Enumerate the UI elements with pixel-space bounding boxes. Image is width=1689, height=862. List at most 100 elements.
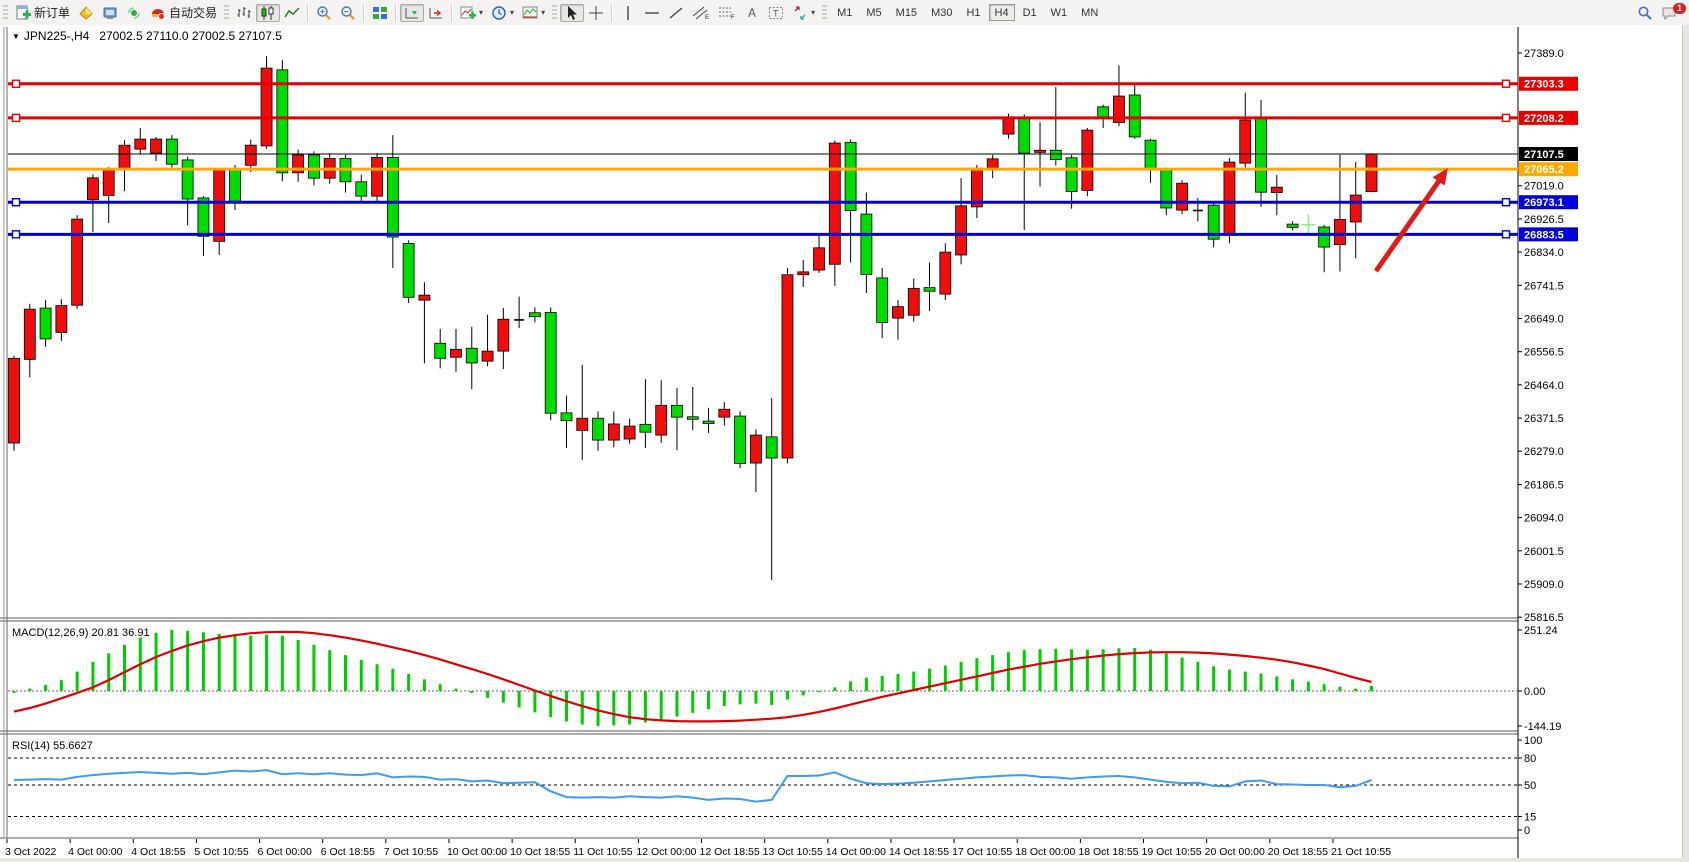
candle-body-up — [260, 67, 273, 147]
candle-body-down — [529, 312, 541, 318]
channel-icon: E — [692, 6, 709, 21]
time-tick-label: 12 Oct 18:55 — [700, 846, 760, 858]
search-button[interactable] — [1633, 4, 1657, 22]
candle-body-up — [55, 305, 68, 333]
price-tick-label: 26279.0 — [1524, 446, 1564, 458]
time-tick-label: 20 Oct 18:55 — [1268, 846, 1328, 858]
tab-timeframe-w1[interactable]: W1 — [1050, 7, 1068, 19]
candle-body-down — [860, 213, 873, 275]
bar-chart-button[interactable] — [232, 4, 256, 22]
signals-icon — [128, 6, 140, 19]
candle — [655, 380, 668, 443]
cursor-button[interactable] — [560, 3, 585, 22]
candle-body-up — [450, 348, 462, 358]
window-bottom-edge — [0, 858, 1683, 862]
svg-text:T: T — [773, 8, 779, 18]
candle — [1049, 87, 1062, 166]
rsi-line — [13, 769, 1372, 803]
candle-body-up — [371, 156, 383, 197]
macd-scale-label: 251.24 — [1524, 625, 1558, 637]
current-price-badge — [1519, 146, 1578, 161]
tab-timeframe-m15[interactable]: M15 — [895, 7, 918, 19]
candle — [623, 418, 636, 444]
tile-windows-button[interactable] — [368, 4, 392, 22]
candle — [434, 328, 447, 369]
chart-shift-button[interactable] — [424, 4, 448, 22]
candle — [1081, 127, 1094, 197]
time-axis[interactable]: 3 Oct 2022 4 Oct 00:00 4 Oct 18:55 5 Oct 10… — [5, 839, 1391, 858]
vertical-line-button[interactable] — [616, 4, 640, 22]
candle-body-down — [276, 69, 289, 174]
periods-button[interactable]: ▾ — [487, 4, 518, 22]
candle-body-up — [813, 247, 825, 271]
candle-body-up — [481, 350, 494, 362]
resistance-line-1-handle[interactable] — [1501, 79, 1511, 88]
tab-timeframe-h1[interactable]: H1 — [966, 7, 981, 19]
tab-timeframe-m5[interactable]: M5 — [866, 7, 882, 19]
support-line-1-handle[interactable] — [11, 198, 21, 207]
buy-signal-arrow[interactable] — [1373, 174, 1445, 273]
new-order-button[interactable]: 新订单 — [11, 4, 74, 22]
arrows-button[interactable]: ▾ — [788, 4, 819, 22]
tab-timeframe-d1[interactable]: D1 — [1022, 7, 1037, 19]
toolbar-separator — [307, 3, 310, 22]
candlestick-chart-icon — [261, 5, 274, 20]
autotrading-button[interactable]: 自动交易 — [146, 4, 221, 22]
toolbar-grip — [552, 4, 558, 21]
signals-button[interactable] — [122, 4, 146, 22]
candle-body-down — [197, 197, 210, 237]
support-line-2-handle[interactable] — [1501, 230, 1511, 239]
channel-button[interactable]: E — [688, 4, 714, 22]
fibonacci-button[interactable]: F — [714, 4, 740, 22]
chart-title: ▼ JPN225-,H4 27002.5 27110.0 27002.5 27107… — [12, 29, 282, 43]
tab-timeframe-mn[interactable]: MN — [1081, 7, 1099, 19]
time-tick-label: 14 Oct 18:55 — [889, 846, 949, 858]
candle — [876, 267, 889, 339]
tab-timeframe-h4[interactable]: H4 — [988, 4, 1015, 21]
trendline-button[interactable] — [664, 4, 688, 22]
candle-body-down — [923, 287, 936, 292]
price-tick-label: 26649.0 — [1524, 313, 1564, 325]
resistance-line-2-handle[interactable] — [1501, 113, 1511, 123]
price-tick-label: 26094.0 — [1524, 513, 1564, 525]
macd-signal-line — [13, 630, 1372, 723]
support-line-2-badge-label: 26883.5 — [1524, 229, 1564, 241]
text-button[interactable]: A — [740, 4, 764, 22]
horizontal-line-button[interactable] — [640, 4, 664, 22]
time-tick-label: 10 Oct 18:55 — [510, 846, 570, 858]
candle-body-up — [497, 318, 510, 352]
templates-button[interactable]: ▾ — [518, 4, 549, 22]
macd-scale-label: -144.19 — [1524, 721, 1561, 733]
zoom-out-button[interactable] — [336, 4, 360, 22]
tab-timeframe-m1[interactable]: M1 — [837, 7, 853, 19]
candle — [1349, 162, 1362, 259]
candle-body-up — [907, 287, 920, 316]
candle — [402, 240, 415, 304]
candle-body-up — [1270, 186, 1283, 193]
candle-body-down — [1207, 204, 1220, 240]
support-line-1-badge — [1519, 195, 1578, 210]
candle-body-up — [986, 158, 999, 169]
line-chart-button[interactable] — [280, 4, 304, 22]
crosshair-button[interactable] — [584, 4, 608, 22]
zoom-in-button[interactable] — [312, 4, 336, 22]
metaeditor-button[interactable] — [74, 4, 98, 22]
resistance-line-1-handle[interactable] — [11, 79, 21, 88]
candlestick-chart-button[interactable] — [256, 3, 281, 22]
zoom-out-icon — [341, 5, 355, 20]
notifications-button[interactable]: 1 — [1657, 2, 1686, 22]
support-line-2-handle[interactable] — [11, 230, 21, 239]
terminal-icon — [103, 7, 117, 19]
resistance-line-2-handle[interactable] — [11, 113, 21, 123]
buy-signal-arrowhead[interactable] — [1432, 168, 1448, 186]
text-label-button[interactable]: T — [764, 4, 788, 22]
support-line-1-handle[interactable] — [1501, 198, 1511, 207]
tab-timeframe-m30[interactable]: M30 — [931, 7, 953, 19]
current-price-badge-label: 27107.5 — [1524, 149, 1564, 161]
terminal-button[interactable] — [98, 4, 122, 22]
auto-scroll-button[interactable] — [400, 3, 425, 22]
collapse-triangle-icon[interactable]: ▼ — [12, 32, 20, 41]
indicators-button[interactable]: ▾ — [456, 4, 487, 22]
dropdown-caret: ▾ — [510, 8, 515, 17]
candle — [860, 192, 873, 294]
